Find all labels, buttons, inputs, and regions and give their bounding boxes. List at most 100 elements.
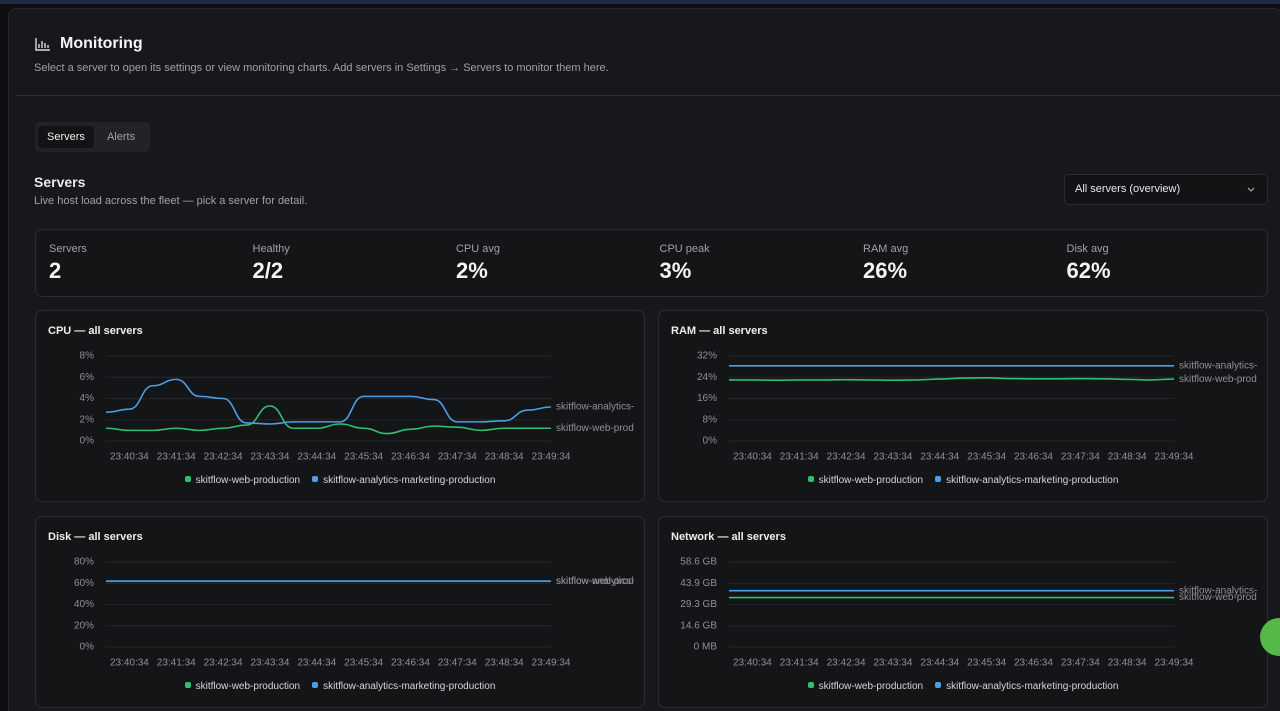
y-tick-label: 0% (80, 642, 95, 653)
x-tick-label: 23:40:34 (733, 658, 772, 669)
legend-swatch (184, 682, 191, 688)
x-tick-label: 23:43:34 (250, 658, 289, 669)
chart-title: Disk — all servers (48, 531, 143, 543)
chart-title: CPU — all servers (48, 325, 143, 337)
y-tick-label: 40% (74, 599, 94, 610)
legend-label: skitflow-web-production (818, 681, 924, 692)
stat-value: 26% (863, 258, 908, 283)
chart-plot: 0% 20% 40% 60% 80% 23:40:34 23:41:34 23:42:34 23… (74, 557, 634, 669)
y-tick-label: 0 MB (694, 642, 718, 653)
x-tick-label: 23:42:34 (204, 658, 243, 669)
x-tick-label: 23:40:34 (110, 658, 149, 669)
x-tick-label: 23:44:34 (920, 452, 959, 463)
legend: skitflow-web-production skitflow-analytic… (659, 475, 1267, 486)
legend-item: skitflow-web-production (807, 681, 924, 692)
chart-card: Disk — all servers 0% 20% 40% 60% 80% 23:40:34… (35, 516, 645, 708)
legend-swatch (807, 682, 814, 688)
y-tick-label: 60% (74, 578, 94, 589)
stat-label: Disk avg (1066, 243, 1109, 255)
stat-label: RAM avg (863, 243, 909, 255)
stat-label: CPU avg (456, 243, 501, 255)
x-tick-label: 23:46:34 (391, 452, 430, 463)
x-tick-label: 23:48:34 (485, 658, 524, 669)
series-line (105, 405, 551, 435)
x-tick-label: 23:43:34 (250, 452, 289, 463)
x-tick-label: 23:49:34 (1155, 658, 1194, 669)
legend-item: skitflow-web-production (184, 475, 301, 486)
legend-label: skitflow-web-production (818, 475, 924, 486)
series-end-label: skitflow-web-production (1179, 592, 1257, 603)
stat-value: 2% (456, 258, 488, 283)
stat-label: Healthy (252, 243, 290, 255)
stat: CPU peak 3% (660, 243, 710, 284)
legend-label: skitflow-analytics-marketing-production (946, 475, 1119, 486)
series-end-label: skitflow-analytics-marketing-production (1179, 585, 1257, 596)
series-end-label: skitflow-web-production (556, 576, 634, 587)
chart-plot: 0 MB 14.6 GB 29.3 GB 43.9 GB 58.6 GB 23:40:34… (680, 557, 1257, 669)
tabs: Servers Alerts (35, 122, 150, 152)
legend-item: skitflow-web-production (184, 681, 300, 692)
y-tick-label: 20% (74, 620, 94, 631)
top-bar (0, 0, 1280, 4)
legend-swatch (312, 476, 319, 482)
stat: RAM avg 26% (863, 243, 908, 284)
y-tick-label: 6% (80, 372, 95, 383)
x-tick-label: 23:41:34 (780, 452, 819, 463)
legend-item: skitflow-analytics-marketing-production (935, 681, 1118, 692)
x-tick-label: 23:49:34 (532, 658, 571, 669)
legend-swatch (312, 682, 319, 688)
x-tick-label: 23:47:34 (1061, 658, 1100, 669)
legend-swatch (935, 682, 942, 688)
x-tick-label: 23:41:34 (157, 452, 196, 463)
stat-value: 62% (1066, 258, 1111, 283)
y-tick-label: 0% (80, 436, 95, 447)
stat-label: CPU peak (659, 243, 710, 255)
y-tick-label: 80% (74, 557, 94, 568)
section-title: Servers (34, 174, 86, 190)
series-end-label: skitflow-analytics-marketing-production (556, 402, 634, 413)
legend: skitflow-web-production skitflow-analytic… (659, 681, 1267, 692)
y-tick-label: 43.9 GB (680, 578, 717, 589)
y-tick-label: 24% (697, 372, 717, 383)
legend: skitflow-web-production skitflow-analytic… (36, 681, 644, 692)
x-tick-label: 23:42:34 (204, 452, 243, 463)
legend-label: skitflow-web-production (195, 475, 301, 486)
legend-swatch (184, 476, 191, 482)
x-tick-label: 23:40:34 (110, 452, 149, 463)
stat: CPU avg 2% (456, 243, 500, 284)
stats-card: Servers 2 Healthy 2/2 CPU avg 2% CPU peak 3% RAM… (35, 229, 1268, 297)
x-tick-label: 23:48:34 (1108, 452, 1147, 463)
stat: Disk avg 62% (1067, 243, 1111, 284)
stat-label: Servers (49, 243, 87, 255)
x-tick-label: 23:41:34 (780, 658, 819, 669)
legend-swatch (935, 476, 942, 482)
x-tick-label: 23:48:34 (485, 452, 524, 463)
legend-item: skitflow-analytics-marketing-production (935, 475, 1118, 486)
x-tick-label: 23:45:34 (344, 658, 383, 669)
series-end-label: skitflow-analytics-marketing-production (1179, 360, 1257, 371)
x-tick-label: 23:40:34 (733, 452, 772, 463)
x-tick-label: 23:48:34 (1108, 658, 1147, 669)
stat-value: 2/2 (252, 258, 284, 283)
server-select[interactable]: All servers (overview) (1064, 174, 1268, 205)
select-label: All servers (overview) (1075, 183, 1181, 195)
chart-card: CPU — all servers 0% 2% 4% 6% 8% 23:40:34 23:41… (35, 310, 645, 502)
legend-item: skitflow-analytics-marketing-production (312, 475, 495, 486)
x-tick-label: 23:47:34 (438, 658, 477, 669)
series-line (729, 376, 1175, 381)
assistant-button[interactable] (1260, 618, 1280, 656)
section-subtitle: Live host load across the fleet — pick a… (34, 195, 308, 207)
x-tick-label: 23:44:34 (297, 452, 336, 463)
legend-label: skitflow-analytics-marketing-production (946, 681, 1119, 692)
x-tick-label: 23:42:34 (827, 452, 866, 463)
chevron (1247, 187, 1255, 192)
x-tick-label: 23:45:34 (967, 452, 1006, 463)
chart-title: RAM — all servers (671, 325, 768, 337)
chart-plot: 0% 2% 4% 6% 8% 23:40:34 23:41:34 23:42:34 23:43:… (80, 351, 634, 463)
stat: Servers 2 (49, 243, 87, 284)
y-tick-label: 14.6 GB (680, 620, 717, 631)
chart-title: Network — all servers (671, 531, 786, 543)
tab[interactable]: Alerts (107, 131, 136, 143)
legend: skitflow-web-production skitflow-analytic… (36, 475, 644, 486)
tab[interactable]: Servers (38, 126, 94, 148)
